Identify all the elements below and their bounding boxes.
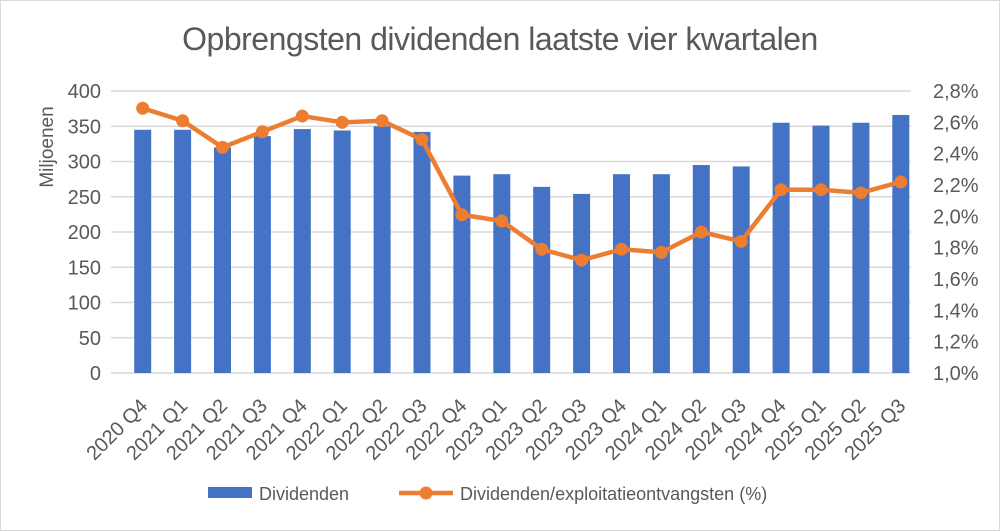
bar — [852, 122, 870, 373]
line-marker — [615, 242, 628, 256]
line-series — [136, 101, 908, 267]
left-tick-label: 50 — [79, 328, 101, 350]
right-tick-label: 1,2% — [933, 332, 979, 354]
left-tick-label: 400 — [68, 81, 101, 103]
left-tick-label: 150 — [68, 257, 101, 279]
line-marker — [774, 183, 788, 197]
line-marker — [734, 234, 748, 248]
right-tick-label: 1,0% — [933, 363, 979, 385]
right-axis-tick-labels: 2,8% 2,6% 2,4% 2,2% 2,0% 1,8% 1,6% 1,4% 1,2% 1,0% — [933, 81, 979, 385]
line-marker — [335, 115, 349, 129]
left-tick-label: 200 — [68, 222, 101, 244]
bar — [333, 130, 351, 373]
line-marker — [255, 125, 269, 139]
left-tick-label: 250 — [68, 187, 101, 209]
line-marker — [455, 208, 469, 222]
line-marker — [295, 109, 309, 123]
bar — [892, 114, 910, 373]
line-marker — [814, 183, 828, 197]
chart-title: Opbrengsten dividenden laatste vier kwar… — [182, 21, 818, 57]
line-marker — [495, 214, 509, 228]
legend: Dividenden Dividenden/exploitatieontvang… — [208, 484, 767, 504]
legend-line-marker — [419, 486, 433, 500]
right-tick-label: 1,6% — [933, 269, 979, 291]
left-tick-label: 100 — [68, 293, 101, 315]
bar — [253, 136, 271, 373]
bar — [692, 165, 710, 373]
bar — [293, 129, 311, 373]
right-tick-label: 2,6% — [933, 112, 979, 134]
left-axis-tick-labels: 400 350 300 250 200 150 100 50 0 — [68, 81, 101, 385]
right-tick-label: 1,8% — [933, 238, 979, 260]
bar — [613, 174, 630, 373]
line-marker — [176, 114, 190, 128]
bar — [533, 186, 551, 373]
legend-line-label: Dividenden/exploitatieontvangsten (%) — [460, 484, 767, 504]
bar — [732, 166, 750, 373]
right-tick-label: 2,2% — [933, 175, 979, 197]
line-marker — [535, 242, 549, 256]
left-tick-label: 300 — [68, 152, 101, 174]
line-marker — [216, 140, 229, 154]
line-marker — [575, 253, 589, 267]
line-marker — [694, 225, 708, 239]
bar — [134, 129, 152, 373]
line-marker — [854, 186, 868, 200]
line-marker — [136, 101, 150, 115]
legend-bar-swatch — [208, 487, 252, 498]
line-marker — [415, 133, 429, 147]
bar-series — [134, 114, 910, 373]
line-path — [140, 105, 904, 263]
line-marker — [894, 175, 908, 189]
left-tick-label: 0 — [90, 363, 101, 385]
bar — [453, 175, 471, 373]
bar — [174, 129, 192, 373]
right-tick-label: 2,4% — [933, 144, 979, 166]
right-tick-label: 2,8% — [933, 81, 979, 103]
right-tick-label: 2,0% — [933, 206, 979, 228]
right-tick-label: 1,4% — [933, 300, 979, 322]
line-marker — [375, 114, 389, 128]
bar — [573, 193, 591, 373]
bar — [812, 125, 830, 373]
bar — [772, 122, 790, 373]
bar — [652, 174, 670, 373]
left-tick-label: 350 — [68, 116, 101, 138]
bar — [373, 126, 391, 373]
bar — [493, 174, 511, 373]
legend-bar-label: Dividenden — [259, 484, 349, 504]
bar — [413, 131, 431, 373]
bar — [214, 147, 231, 373]
line-marker — [654, 245, 668, 259]
